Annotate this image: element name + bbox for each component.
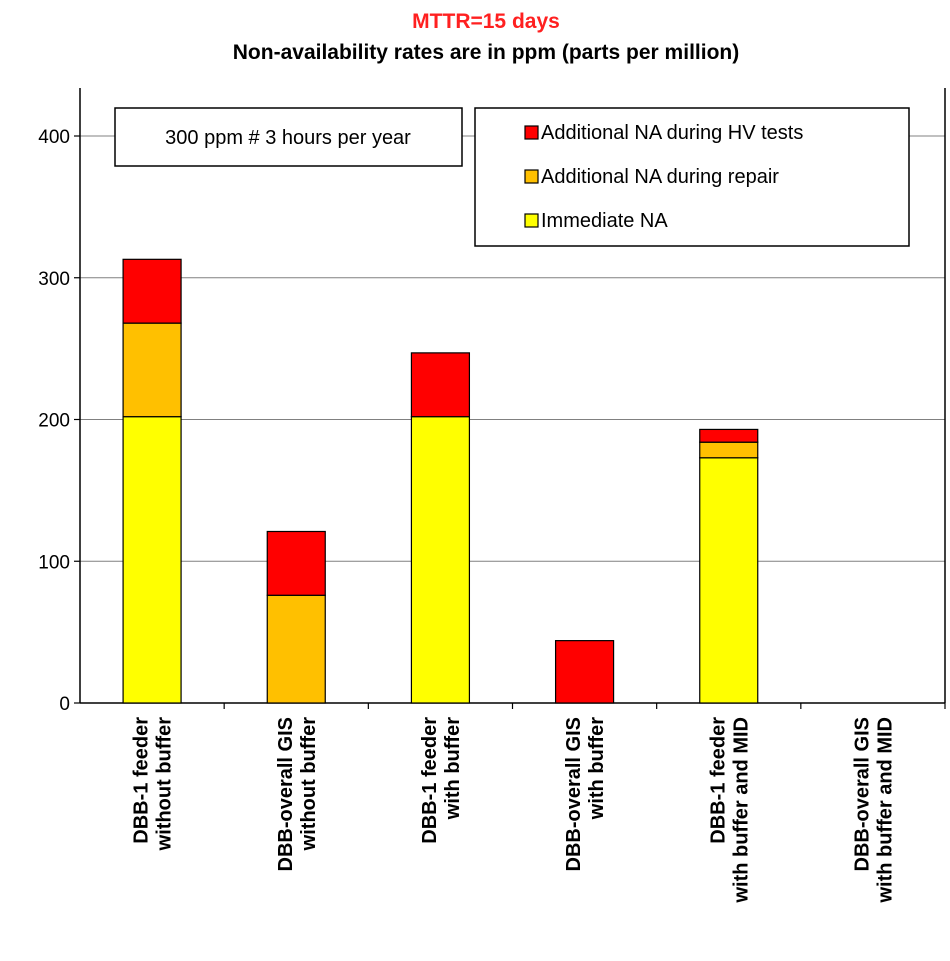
x-category-label: DBB-1 feeder with buffer and MID — [707, 717, 752, 904]
chart-title: MTTR=15 days — [412, 10, 560, 33]
legend-label: Additional NA during repair — [541, 166, 779, 188]
legend-swatch — [524, 169, 539, 184]
bar-segment-immediate-na — [410, 416, 471, 704]
x-category-label-line: with buffer — [586, 717, 608, 820]
legend-swatch — [524, 125, 539, 140]
x-category-label: DBB-overall GIS with buffer and MID — [851, 717, 896, 904]
x-category-label-line: DBB-1 feeder — [131, 717, 153, 844]
x-category-label-line: with buffer and MID — [730, 717, 752, 904]
legend-swatch — [524, 213, 539, 228]
x-category-label-line: with buffer — [442, 717, 464, 820]
bar-segment-additional-na-during-repair — [699, 441, 759, 459]
x-category-label-line: DBB-1 feeder — [419, 717, 441, 844]
bar-segment-additional-na-during-hv-tests — [410, 352, 471, 418]
bar-segment-additional-na-during-hv-tests — [699, 428, 759, 443]
x-category-label: DBB-overall GIS with buffer — [563, 717, 608, 872]
bar-segment-additional-na-during-hv-tests — [554, 640, 615, 704]
annotation-box: 300 ppm # 3 hours per year — [114, 107, 463, 167]
bars — [122, 258, 759, 704]
chart-subtitle: Non-availability rates are in ppm (parts… — [233, 41, 739, 64]
x-category-label-line: DBB-overall GIS — [563, 717, 585, 871]
x-category-label-line: DBB-1 feeder — [707, 717, 729, 844]
legend-label: Immediate NA — [541, 210, 668, 232]
bar-segment-immediate-na — [122, 416, 182, 704]
legend: Additional NA during HV tests Additional … — [474, 107, 910, 247]
x-category-label: DBB-overall GIS without buffer — [275, 717, 320, 872]
bar-segment-immediate-na — [699, 457, 759, 704]
bar-segment-additional-na-during-repair — [122, 322, 182, 418]
x-category-label-line: DBB-overall GIS — [275, 717, 297, 871]
y-tick-label: 300 — [38, 269, 70, 290]
y-tick-label: 0 — [59, 694, 70, 715]
bar-segment-additional-na-during-repair — [266, 594, 326, 704]
y-tick-label: 400 — [38, 127, 70, 148]
axes: 0 100 200 300 400 — [38, 88, 946, 715]
x-category-label: DBB-1 feeder without buffer — [131, 717, 176, 852]
y-tick-label: 200 — [38, 411, 70, 432]
x-category-label-line: without buffer — [154, 717, 176, 852]
bar-segment-additional-na-during-hv-tests — [266, 530, 326, 596]
x-category-label-line: without buffer — [298, 717, 320, 852]
annotation-text: 300 ppm # 3 hours per year — [165, 127, 411, 149]
category-labels: DBB-1 feeder without buffer DBB-overall GI… — [131, 717, 897, 904]
x-category-label-line: DBB-overall GIS — [851, 717, 873, 871]
x-category-label: DBB-1 feeder with buffer — [419, 717, 464, 844]
x-category-label-line: with buffer and MID — [874, 717, 896, 904]
y-tick-label: 100 — [38, 552, 70, 573]
bar-segment-additional-na-during-hv-tests — [122, 258, 182, 324]
legend-label: Additional NA during HV tests — [541, 122, 803, 144]
